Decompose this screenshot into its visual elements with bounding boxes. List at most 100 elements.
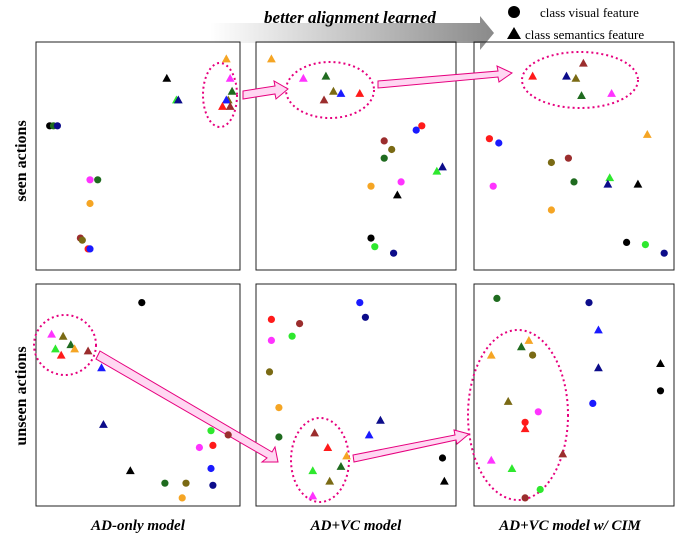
transition-arrow-1: [242, 80, 289, 100]
scatter-point-1-3-triangle: [329, 86, 338, 95]
scatter-point-1-16-triangle: [392, 190, 402, 199]
scatter-point-3-8-triangle: [97, 363, 106, 372]
panel-frame-seen-ad-only: [35, 41, 241, 271]
scatter-point-1-9-circle: [380, 137, 388, 145]
scatter-point-2-19-circle: [660, 249, 668, 257]
transition-arrows: [95, 65, 514, 463]
scatter-point-4-3-circle: [361, 313, 369, 321]
panel-frame-unseen-ad-vc: [255, 283, 457, 507]
scatter-point-0-5-circle: [86, 199, 94, 208]
scatter-point-2-0-triangle: [528, 71, 538, 80]
scatter-point-5-13-circle: [521, 418, 529, 426]
scatter-point-1-15-circle: [367, 182, 375, 190]
scatter-point-4-9-triangle: [376, 415, 385, 424]
scatter-point-5-19-circle: [521, 494, 529, 502]
scatter-point-5-18-circle: [536, 485, 544, 494]
row-label-unseen: unseen actions: [13, 346, 30, 445]
scatter-point-5-1-circle: [585, 299, 593, 307]
scatter-point-5-11-triangle: [503, 396, 513, 405]
scatter-point-3-11-circle: [224, 431, 232, 439]
cluster-ellipse-seen-ad-only: [202, 62, 238, 128]
scatter-point-2-4-triangle: [577, 91, 586, 100]
scatter-point-3-1-triangle: [47, 329, 56, 338]
scatter-point-1-5-triangle: [319, 95, 329, 104]
scatter-point-4-0-circle: [356, 299, 364, 307]
scatter-point-0-17-triangle: [221, 95, 231, 104]
scatter-point-4-18-circle: [438, 454, 447, 462]
scatter-point-2-17-circle: [623, 238, 631, 246]
scatter-point-2-16-triangle: [633, 179, 643, 188]
scatter-point-5-5-triangle: [486, 350, 496, 359]
scatter-point-5-15-triangle: [558, 449, 568, 458]
scatter-point-4-10-triangle: [364, 430, 374, 439]
scatter-point-4-13-triangle: [342, 451, 351, 460]
scatter-point-3-7-triangle: [56, 350, 66, 359]
legend-visual-label: class visual feature: [540, 5, 639, 20]
scatter-point-1-2-triangle: [321, 71, 331, 80]
scatter-point-2-11-circle: [489, 182, 497, 190]
scatter-point-1-13-triangle: [432, 166, 442, 175]
scatter-point-0-14-triangle: [225, 73, 235, 82]
scatter-point-5-3-triangle: [524, 336, 534, 344]
legend-semantics-label: class semantics feature: [525, 27, 644, 42]
scatter-point-3-13-circle: [195, 443, 203, 452]
cluster-ellipse-unseen-ad-only: [33, 314, 97, 376]
scatter-point-2-7-circle: [495, 139, 503, 147]
scatter-point-2-13-circle: [570, 178, 578, 186]
cluster-ellipse-unseen-ad-vc: [290, 417, 350, 503]
scatter-point-2-8-triangle: [642, 130, 652, 138]
scatter-point-4-16-triangle: [325, 476, 335, 485]
scatter-point-5-12-circle: [534, 408, 542, 416]
scatter-point-3-17-circle: [182, 479, 190, 487]
scatter-point-2-10-circle: [564, 154, 573, 162]
scatter-point-5-4-triangle: [516, 342, 526, 351]
scatter-point-0-2-circle: [53, 122, 62, 130]
scatter-point-3-12-circle: [209, 441, 217, 449]
panel-frame-seen-cim: [473, 41, 675, 271]
scatter-point-3-4-triangle: [51, 344, 60, 353]
scatter-marks: [46, 54, 668, 502]
scatter-point-4-6-circle: [265, 368, 274, 376]
scatter-point-0-12-triangle: [173, 95, 183, 104]
scatter-point-2-15-triangle: [603, 179, 613, 188]
scatter-point-0-3-circle: [86, 176, 94, 184]
scatter-point-0-7-circle: [78, 236, 86, 244]
scatter-point-3-9-triangle: [99, 420, 108, 428]
scatter-point-1-11-circle: [380, 154, 388, 162]
scatter-point-5-9-circle: [656, 387, 665, 395]
scatter-point-2-12-circle: [547, 206, 556, 214]
scatter-point-1-14-circle: [397, 178, 405, 186]
scatter-point-5-2-triangle: [594, 325, 603, 334]
panel-frame-seen-ad-vc: [255, 41, 457, 271]
scatter-point-5-10-circle: [589, 399, 597, 407]
scatter-point-1-18-circle: [371, 243, 379, 251]
row-label-seen: seen actions: [13, 120, 30, 201]
scatter-point-4-17-triangle: [308, 491, 318, 500]
scatter-point-3-16-circle: [161, 479, 169, 487]
scatter-point-1-7-circle: [418, 122, 426, 130]
scatter-point-0-13-triangle: [221, 54, 231, 63]
scatter-point-0-9-circle: [86, 245, 94, 253]
cluster-highlights: [33, 51, 639, 503]
scatter-point-4-19-triangle: [439, 476, 449, 485]
scatter-point-4-5-circle: [288, 332, 296, 340]
scatter-point-3-3-triangle: [66, 340, 76, 349]
scatter-point-1-6-triangle: [355, 88, 365, 97]
scatter-point-4-1-circle: [267, 315, 275, 323]
scatter-point-0-19-triangle: [225, 101, 235, 110]
panel-frame-unseen-cim: [473, 283, 675, 507]
scatter-point-5-6-circle: [529, 351, 537, 359]
legend-triangle-icon: [507, 27, 521, 39]
scatter-point-1-17-circle: [367, 234, 375, 242]
panels: [35, 41, 675, 507]
scatter-point-4-8-circle: [275, 433, 283, 441]
cluster-ellipse-seen-cim: [521, 51, 639, 109]
scatter-point-2-5-triangle: [607, 88, 616, 97]
column-label-ad-vc: AD+VC model: [310, 518, 402, 534]
scatter-point-5-0-circle: [493, 294, 501, 302]
transition-arrow-2: [377, 65, 514, 89]
transition-arrow-3: [95, 350, 279, 463]
transition-arrow-4: [352, 429, 471, 463]
scatter-point-5-7-triangle: [656, 359, 665, 368]
